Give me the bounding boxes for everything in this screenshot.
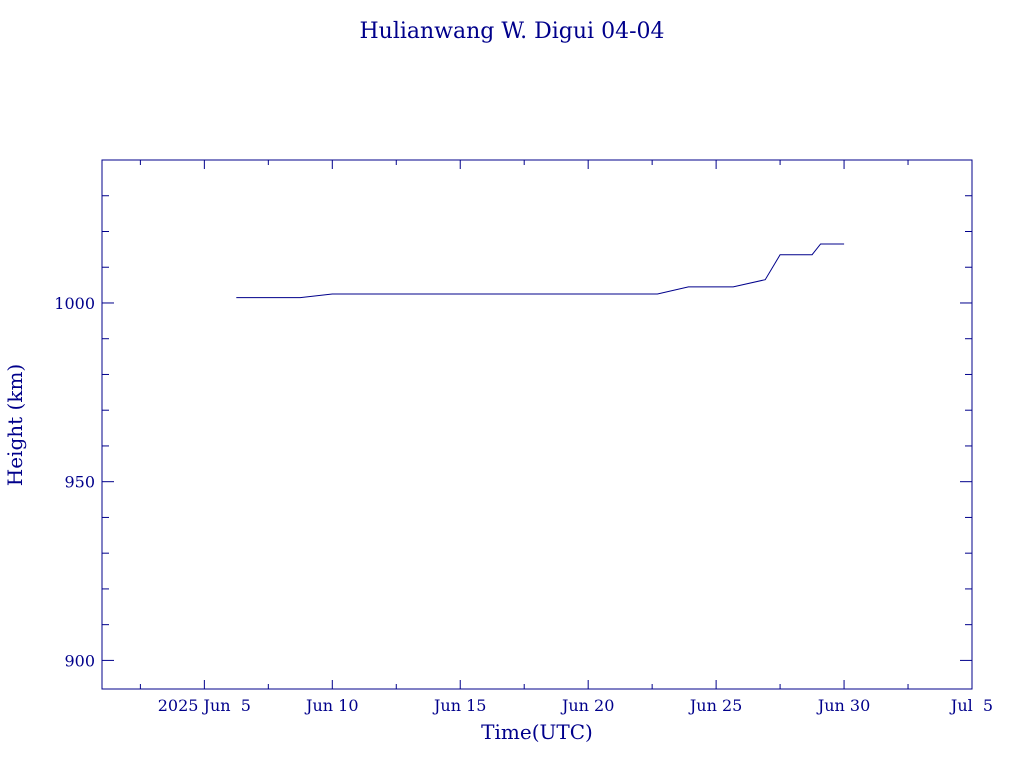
x-tick-label: 2025 Jun 5: [158, 696, 251, 715]
y-axis-label: Height (km): [3, 364, 27, 486]
plot-frame: [101, 159, 973, 690]
x-tick-label: Jun 10: [304, 696, 358, 715]
y-axis-ticks: 900 950 1000: [54, 159, 972, 670]
y-tick-label: 950: [64, 473, 95, 492]
x-tick-label: Jun 15: [432, 696, 486, 715]
chart-title: Hulianwang W. Digui 04-04: [359, 19, 664, 44]
series-group: [236, 243, 845, 299]
y-tick-label: 900: [64, 651, 95, 670]
x-axis-label: Time(UTC): [481, 720, 593, 744]
series-line: [236, 243, 845, 299]
x-tick-label: Jun 25: [688, 696, 742, 715]
x-tick-label: Jun 20: [560, 696, 614, 715]
x-tick-label: Jun 30: [816, 696, 870, 715]
y-tick-label: 1000: [54, 294, 95, 313]
x-axis-ticks: 2025 Jun 5 Jun 10 Jun 15 Jun 20 Jun 25 Jun 30…: [139, 160, 993, 715]
x-tick-label: Jul 5: [949, 696, 993, 715]
